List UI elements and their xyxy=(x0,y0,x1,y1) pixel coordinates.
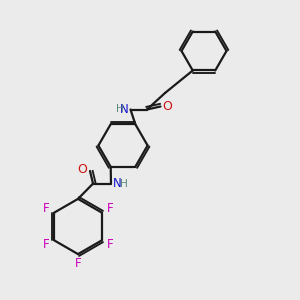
Text: F: F xyxy=(106,202,113,215)
Text: O: O xyxy=(78,163,87,176)
Text: N: N xyxy=(120,103,129,116)
Text: N: N xyxy=(112,177,121,190)
Text: F: F xyxy=(75,256,81,270)
Text: H: H xyxy=(116,104,124,115)
Text: F: F xyxy=(106,238,113,251)
Text: F: F xyxy=(43,238,50,251)
Text: O: O xyxy=(162,100,172,113)
Text: H: H xyxy=(120,178,128,189)
Text: F: F xyxy=(43,202,50,215)
